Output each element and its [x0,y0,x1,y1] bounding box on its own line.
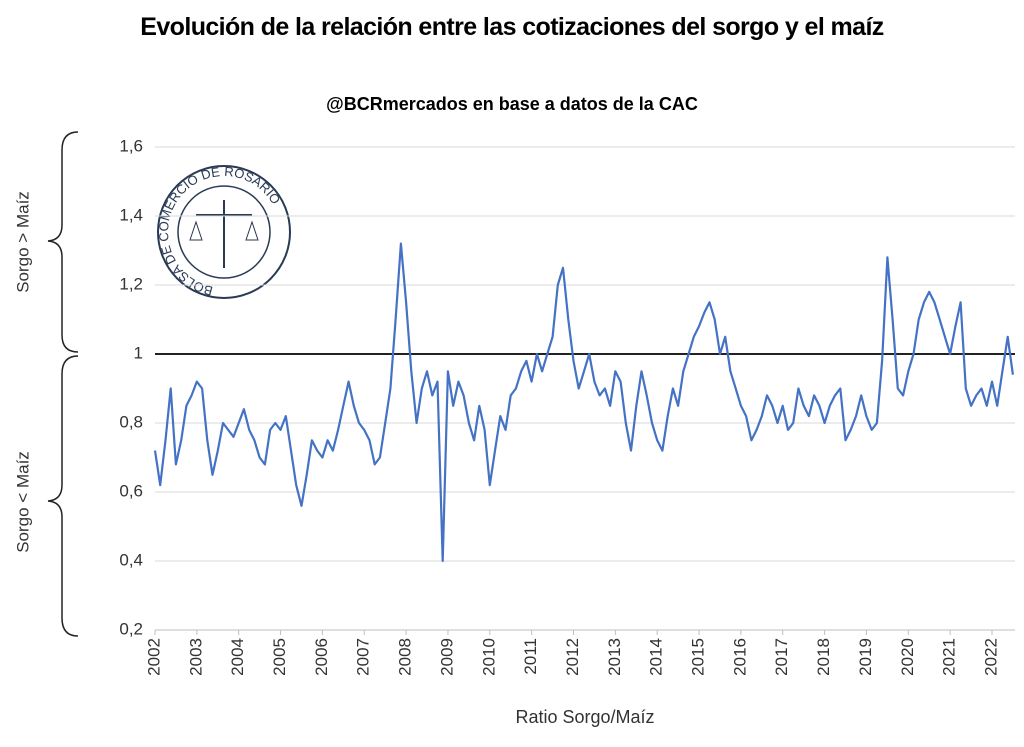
x-tick-label: 2004 [228,638,247,676]
x-tick-label: 2007 [354,638,373,676]
y-tick-label: 1 [134,343,143,362]
logo: BOLSA DE COMERCIO DE ROSARIO [156,164,291,299]
x-tick-label: 2002 [144,638,163,676]
x-tick-label: 2009 [437,638,456,676]
x-tick-label: 2019 [856,638,875,676]
x-tick-label: 2016 [730,638,749,676]
y-tick-label: 1,6 [119,136,143,155]
data-line [153,242,1014,563]
x-tick-label: 2011 [521,638,540,675]
x-tick-label: 2013 [605,638,624,676]
y-tick-label: 0,4 [119,550,143,569]
y-tick-label: 0,2 [119,619,143,638]
x-tick-label: 2010 [479,638,498,676]
x-tick-label: 2008 [396,638,415,676]
y-tick-label: 0,8 [119,412,143,431]
bracket-upper [47,131,79,353]
y-tick-label: 1,4 [119,205,143,224]
chart-subtitle: @BCRmercados en base a datos de la CAC [326,94,698,114]
x-tick-label: 2015 [689,638,708,676]
x-tick-label: 2005 [270,638,289,676]
x-tick-label: 2017 [772,638,791,676]
bracket-lower [47,355,79,637]
x-tick-label: 2003 [186,638,205,676]
annotation: Sorgo > Maíz [13,191,32,293]
y-tick-label: 0,6 [119,481,143,500]
y-tick-label: 1,2 [119,274,143,293]
x-tick-label: 2014 [647,638,666,676]
x-tick-label: 2018 [814,638,833,676]
chart-title: Evolución de la relación entre las cotiz… [140,13,884,41]
annotation: Sorgo < Maíz [13,451,32,553]
x-tick-label: 2020 [898,638,917,676]
x-axis-title: Ratio Sorgo/Maíz [515,707,654,727]
x-tick-label: 2012 [563,638,582,676]
x-tick-label: 2006 [312,638,331,676]
x-tick-label: 2021 [940,638,959,676]
x-tick-label: 2022 [981,638,1000,676]
